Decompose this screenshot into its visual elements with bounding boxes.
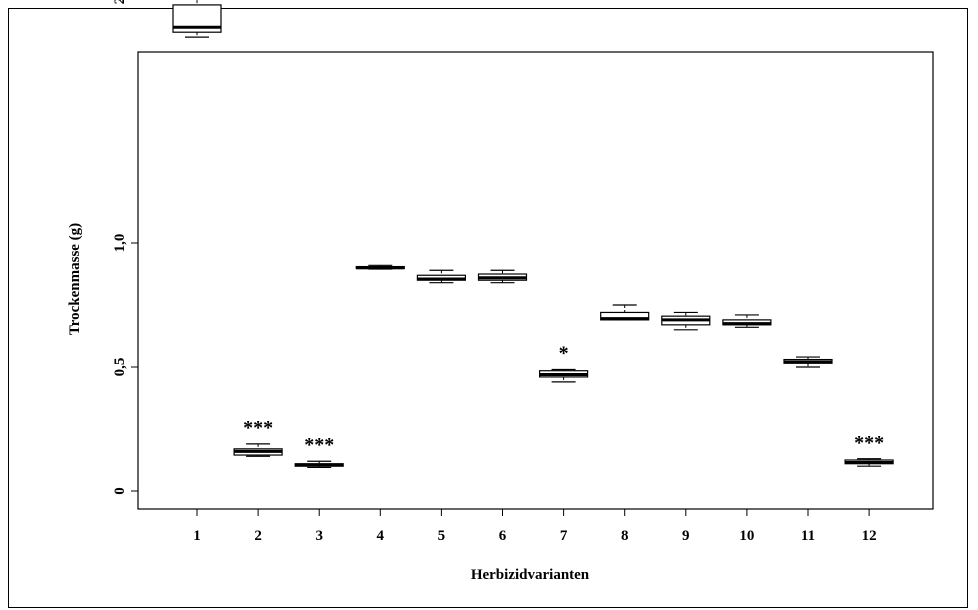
box-group — [722, 314, 772, 328]
box-group: *** — [844, 432, 894, 467]
box-group — [661, 311, 711, 331]
y-tick-label: 2,0 — [112, 0, 128, 4]
x-tick-label: 10 — [739, 528, 754, 544]
x-tick-label: 8 — [621, 528, 629, 544]
y-tick-label: 1,0 — [112, 234, 128, 253]
box-group — [416, 269, 466, 284]
x-tick-label: 1 — [193, 528, 201, 544]
significance-label: *** — [243, 417, 273, 439]
x-axis-label: Herbizidvarianten — [471, 567, 590, 583]
y-axis-label: Trockenmasse (g) — [67, 223, 83, 335]
x-tick-label: 5 — [438, 528, 446, 544]
y-tick-label: 0 — [112, 487, 128, 495]
box-group — [783, 356, 833, 368]
box-group: * — [538, 342, 589, 383]
box-group: *** — [294, 434, 344, 469]
x-tick-label: 4 — [377, 528, 385, 544]
boxes: ********** — [172, 0, 894, 469]
box-group — [172, 0, 222, 38]
y-tick-label: 0,5 — [112, 358, 128, 377]
plot-area — [137, 51, 934, 510]
box-group — [600, 304, 650, 321]
x-tick-label: 2 — [254, 528, 262, 544]
x-tick-label: 3 — [315, 528, 323, 544]
significance-label: *** — [304, 434, 334, 456]
x-tick-label: 9 — [682, 528, 690, 544]
box-group: *** — [233, 417, 283, 457]
y-axis: 0 0,5 1,0 2,0 — [112, 0, 138, 495]
x-axis: 1 2 3 4 5 6 7 8 9 10 11 12 — [193, 509, 877, 544]
figure-frame — [8, 8, 968, 608]
significance-label: * — [559, 342, 569, 364]
box-group — [477, 269, 528, 284]
x-tick-label: 11 — [801, 528, 815, 544]
x-tick-label: 12 — [862, 528, 877, 544]
x-tick-label: 7 — [560, 528, 568, 544]
x-tick-label: 6 — [499, 528, 507, 544]
significance-label: *** — [854, 432, 884, 454]
box-group — [355, 264, 405, 270]
